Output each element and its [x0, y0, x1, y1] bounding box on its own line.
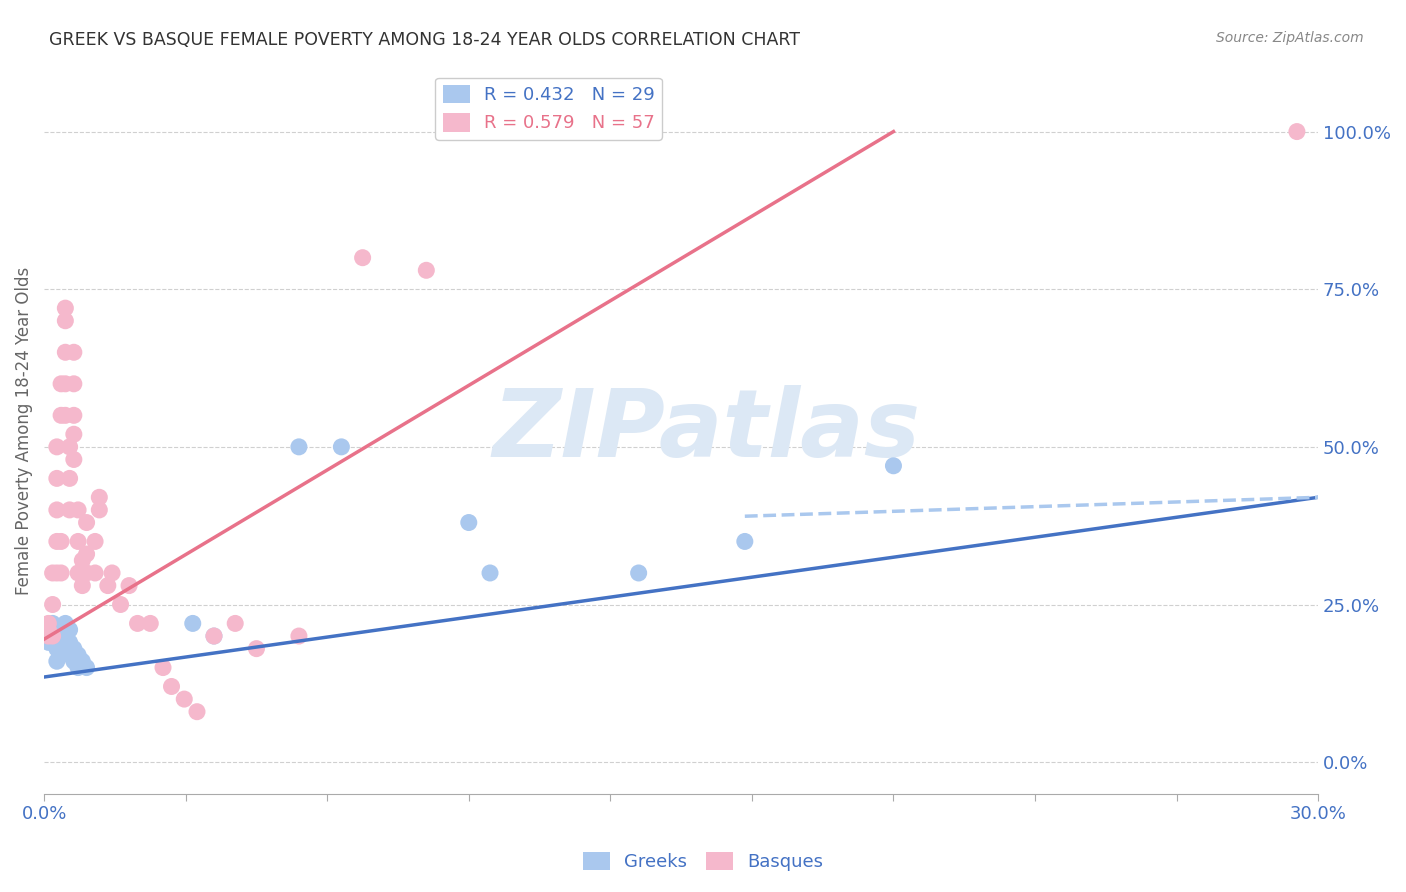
Point [49, 534, 72, 549]
Point [37, 623, 59, 637]
Point [72, 553, 94, 567]
Point [53, 616, 76, 631]
Point [41, 566, 63, 580]
Point [457, 516, 479, 530]
Point [76, 660, 98, 674]
Point [76, 566, 98, 580]
Point [181, 616, 204, 631]
Point [67, 648, 90, 662]
Point [49, 648, 72, 662]
Point [58, 471, 80, 485]
Point [63, 345, 86, 359]
Point [288, 440, 311, 454]
Point [58, 503, 80, 517]
Point [352, 251, 374, 265]
Point [72, 578, 94, 592]
Point [67, 534, 90, 549]
Point [1285, 125, 1308, 139]
Point [53, 629, 76, 643]
Point [49, 409, 72, 423]
Point [67, 566, 90, 580]
Legend: Greeks, Basques: Greeks, Basques [575, 845, 831, 879]
Point [63, 376, 86, 391]
Point [89, 503, 111, 517]
Point [224, 616, 246, 631]
Point [53, 409, 76, 423]
Point [45, 534, 67, 549]
Point [72, 654, 94, 668]
Point [58, 623, 80, 637]
Text: Source: ZipAtlas.com: Source: ZipAtlas.com [1216, 31, 1364, 45]
Point [63, 409, 86, 423]
Point [63, 641, 86, 656]
Point [63, 427, 86, 442]
Text: GREEK VS BASQUE FEMALE POVERTY AMONG 18-24 YEAR OLDS CORRELATION CHART: GREEK VS BASQUE FEMALE POVERTY AMONG 18-… [49, 31, 800, 49]
Point [734, 534, 756, 549]
Point [49, 376, 72, 391]
Point [627, 566, 650, 580]
Point [173, 692, 195, 706]
Point [41, 629, 63, 643]
Point [127, 616, 149, 631]
Point [160, 680, 183, 694]
Point [76, 547, 98, 561]
Point [45, 503, 67, 517]
Point [67, 660, 90, 674]
Point [58, 635, 80, 649]
Point [139, 616, 162, 631]
Point [882, 458, 904, 473]
Point [97, 578, 120, 592]
Y-axis label: Female Poverty Among 18-24 Year Olds: Female Poverty Among 18-24 Year Olds [15, 267, 32, 595]
Point [49, 623, 72, 637]
Point [37, 629, 59, 643]
Point [202, 629, 225, 643]
Point [84, 534, 107, 549]
Point [45, 440, 67, 454]
Point [101, 566, 124, 580]
Point [53, 314, 76, 328]
Point [110, 598, 132, 612]
Point [49, 566, 72, 580]
Point [63, 654, 86, 668]
Point [41, 598, 63, 612]
Point [53, 301, 76, 315]
Point [152, 660, 174, 674]
Legend: R = 0.432   N = 29, R = 0.579   N = 57: R = 0.432 N = 29, R = 0.579 N = 57 [436, 78, 662, 140]
Point [67, 503, 90, 517]
Point [245, 641, 267, 656]
Point [288, 629, 311, 643]
Text: ZIPatlas: ZIPatlas [492, 385, 921, 477]
Point [84, 566, 107, 580]
Point [45, 654, 67, 668]
Point [41, 616, 63, 631]
Point [118, 578, 141, 592]
Point [53, 345, 76, 359]
Point [186, 705, 208, 719]
Point [479, 566, 502, 580]
Point [45, 566, 67, 580]
Point [45, 641, 67, 656]
Point [202, 629, 225, 643]
Point [89, 491, 111, 505]
Point [45, 471, 67, 485]
Point [53, 641, 76, 656]
Point [45, 629, 67, 643]
Point [76, 516, 98, 530]
Point [37, 635, 59, 649]
Point [37, 623, 59, 637]
Point [37, 616, 59, 631]
Point [41, 629, 63, 643]
Point [330, 440, 353, 454]
Point [58, 440, 80, 454]
Point [415, 263, 437, 277]
Point [63, 452, 86, 467]
Point [53, 376, 76, 391]
